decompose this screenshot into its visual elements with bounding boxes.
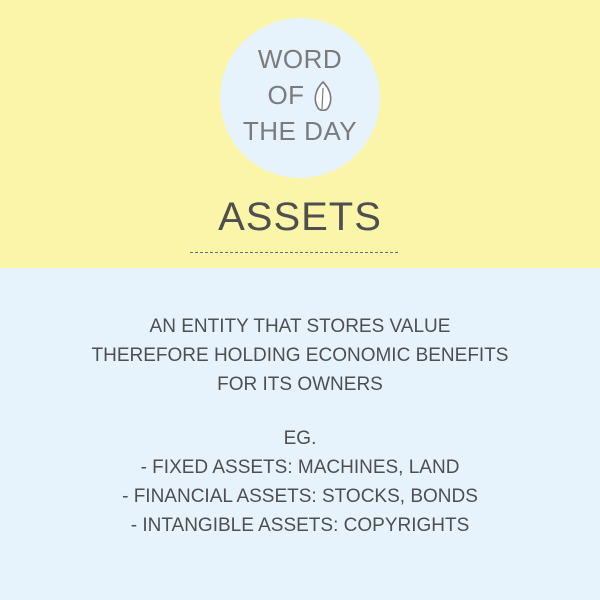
word-title: ASSETS	[218, 195, 382, 239]
definition-line: THEREFORE HOLDING ECONOMIC BENEFITS	[91, 345, 509, 366]
example-item: - FIXED ASSETS: MACHINES, LAND	[140, 457, 460, 478]
badge-line-of: OF	[220, 80, 380, 110]
word-of-the-day-badge: WORD OF THE DAY	[220, 18, 380, 178]
title-divider	[190, 252, 398, 253]
examples-heading: EG.	[283, 428, 317, 449]
badge-line-word: WORD	[257, 44, 343, 74]
definition-panel	[0, 268, 600, 600]
definition-text: AN ENTITY THAT STORES VALUE THEREFORE HO…	[0, 312, 600, 399]
example-item: - FINANCIAL ASSETS: STOCKS, BONDS	[122, 486, 478, 507]
definition-line: FOR ITS OWNERS	[217, 374, 383, 395]
example-item: - INTANGIBLE ASSETS: COPYRIGHTS	[130, 515, 470, 536]
definition-line: AN ENTITY THAT STORES VALUE	[149, 316, 451, 337]
badge-line-the-day: THE DAY	[242, 116, 358, 146]
leaf-icon	[314, 80, 332, 112]
badge-line-of-text: OF	[267, 80, 305, 110]
examples-list: EG. - FIXED ASSETS: MACHINES, LAND - FIN…	[0, 424, 600, 540]
